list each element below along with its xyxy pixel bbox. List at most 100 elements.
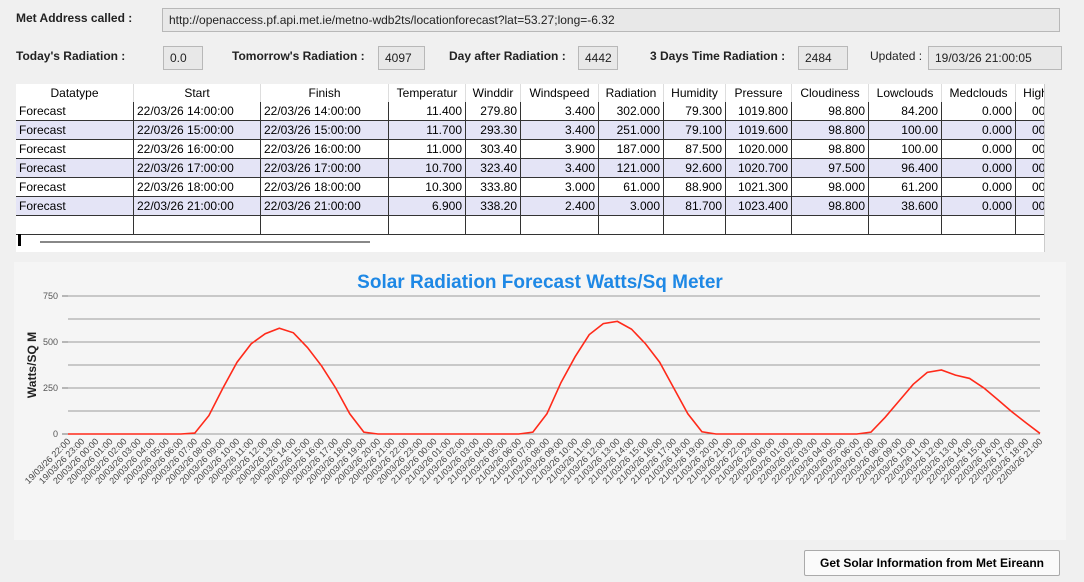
table-cell: 22/03/26 16:00:00 — [261, 140, 389, 159]
table-cell: 302.000 — [599, 102, 664, 121]
table-cell: 87.500 — [664, 140, 726, 159]
table-cell: 3.900 — [521, 140, 599, 159]
table-cell: 0.000 — [942, 140, 1016, 159]
radiation-label: Tomorrow's Radiation : — [232, 49, 365, 63]
y-axis-label: Watts/SQ M — [25, 332, 39, 398]
table-cell: 11.400 — [389, 102, 466, 121]
radiation-value: 0.0 — [163, 46, 203, 70]
table-cell: 10.300 — [389, 178, 466, 197]
empty-cell — [134, 216, 261, 235]
table-cell: 000 — [1016, 121, 1044, 140]
table-cell: 0.000 — [942, 197, 1016, 216]
y-tick-label: 0 — [53, 429, 58, 439]
column-header: Finish — [261, 84, 389, 103]
table-cell: 92.600 — [664, 159, 726, 178]
empty-cell — [869, 216, 942, 235]
h-scrollbar — [40, 241, 370, 243]
table-cell: 22/03/26 17:00:00 — [134, 159, 261, 178]
y-tick-label: 250 — [43, 383, 58, 393]
table-cell: 22/03/26 18:00:00 — [134, 178, 261, 197]
table-cell: Forecast — [16, 178, 134, 197]
column-header: Medclouds — [942, 84, 1016, 103]
table-cell: 1023.400 — [726, 197, 792, 216]
table-cell: 000 — [1016, 159, 1044, 178]
table-cell: 121.000 — [599, 159, 664, 178]
table-cell: 251.000 — [599, 121, 664, 140]
table-cell: 338.20 — [466, 197, 521, 216]
table-cell: 96.400 — [869, 159, 942, 178]
table-cell: 1019.800 — [726, 102, 792, 121]
table-cell: 81.700 — [664, 197, 726, 216]
updated-label: Updated : — [870, 49, 923, 63]
empty-cell — [599, 216, 664, 235]
table-cell: 97.500 — [792, 159, 869, 178]
get-solar-button[interactable]: Get Solar Information from Met Eireann — [804, 550, 1060, 576]
table-cell: 6.900 — [389, 197, 466, 216]
column-header: Winddir — [466, 84, 521, 103]
table-cell: 22/03/26 15:00:00 — [134, 121, 261, 140]
radiation-value: 4442 — [578, 46, 618, 70]
table-cell: 000 — [1016, 197, 1044, 216]
table-cell: 22/03/26 18:00:00 — [261, 178, 389, 197]
empty-cell — [726, 216, 792, 235]
table-cell: Forecast — [16, 159, 134, 178]
chart: Solar Radiation Forecast Watts/Sq Meter W… — [23, 272, 1045, 486]
table-cell: 323.40 — [466, 159, 521, 178]
table-cell: 1021.300 — [726, 178, 792, 197]
table-cell: 3.400 — [521, 102, 599, 121]
table-cell: 79.100 — [664, 121, 726, 140]
table-cell: 3.400 — [521, 159, 599, 178]
radiation-value: 2484 — [798, 46, 848, 70]
empty-cell — [521, 216, 599, 235]
column-header: Datatype — [16, 84, 134, 103]
table-cell: Forecast — [16, 197, 134, 216]
radiation-label: Day after Radiation : — [449, 49, 566, 63]
table-cell: 1019.600 — [726, 121, 792, 140]
table-cell: 98.800 — [792, 197, 869, 216]
empty-cell — [1016, 216, 1044, 235]
table-cell: 293.30 — [466, 121, 521, 140]
table-cell: 98.000 — [792, 178, 869, 197]
table-cell: 187.000 — [599, 140, 664, 159]
column-header: Temperatur — [389, 84, 466, 103]
series-line — [68, 320, 1041, 435]
table-cell: 98.800 — [792, 140, 869, 159]
address-field[interactable]: http://openaccess.pf.api.met.ie/metno-wd… — [162, 8, 1060, 32]
chart-title: Solar Radiation Forecast Watts/Sq Meter — [357, 272, 723, 293]
table-cell: 22/03/26 16:00:00 — [134, 140, 261, 159]
empty-cell — [16, 216, 134, 235]
empty-cell — [261, 216, 389, 235]
table-cell: 1020.000 — [726, 140, 792, 159]
table-cell: 0.000 — [942, 159, 1016, 178]
table-cell: 303.40 — [466, 140, 521, 159]
address-label: Met Address called : — [16, 11, 133, 25]
column-header: Cloudiness — [792, 84, 869, 103]
table-cell: 10.700 — [389, 159, 466, 178]
radiation-label: Today's Radiation : — [16, 49, 126, 63]
table-cell: 100.00 — [869, 140, 942, 159]
table-cell: 88.900 — [664, 178, 726, 197]
empty-cell — [466, 216, 521, 235]
table-cell: 98.800 — [792, 121, 869, 140]
updated-value: 19/03/26 21:00:05 — [928, 46, 1062, 70]
empty-cell — [664, 216, 726, 235]
table-cell: 22/03/26 14:00:00 — [134, 102, 261, 121]
table-cell: 0.000 — [942, 102, 1016, 121]
empty-cell — [389, 216, 466, 235]
table-cell: 0.000 — [942, 121, 1016, 140]
table-cell: 3.400 — [521, 121, 599, 140]
scroll-marker — [18, 234, 21, 246]
table-cell: Forecast — [16, 102, 134, 121]
data-table: Datatype Start Finish Temperatur Winddir Wind… — [16, 84, 1045, 252]
chart-panel: Solar Radiation Forecast Watts/Sq Meter W… — [14, 262, 1066, 540]
table-cell: 22/03/26 21:00:00 — [261, 197, 389, 216]
table-cell: Forecast — [16, 140, 134, 159]
table-cell: 000 — [1016, 178, 1044, 197]
table-cell: 79.300 — [664, 102, 726, 121]
table-cell: 22/03/26 21:00:00 — [134, 197, 261, 216]
column-header: Windspeed — [521, 84, 599, 103]
table-cell: 333.80 — [466, 178, 521, 197]
column-header: Lowclouds — [869, 84, 942, 103]
empty-cell — [942, 216, 1016, 235]
